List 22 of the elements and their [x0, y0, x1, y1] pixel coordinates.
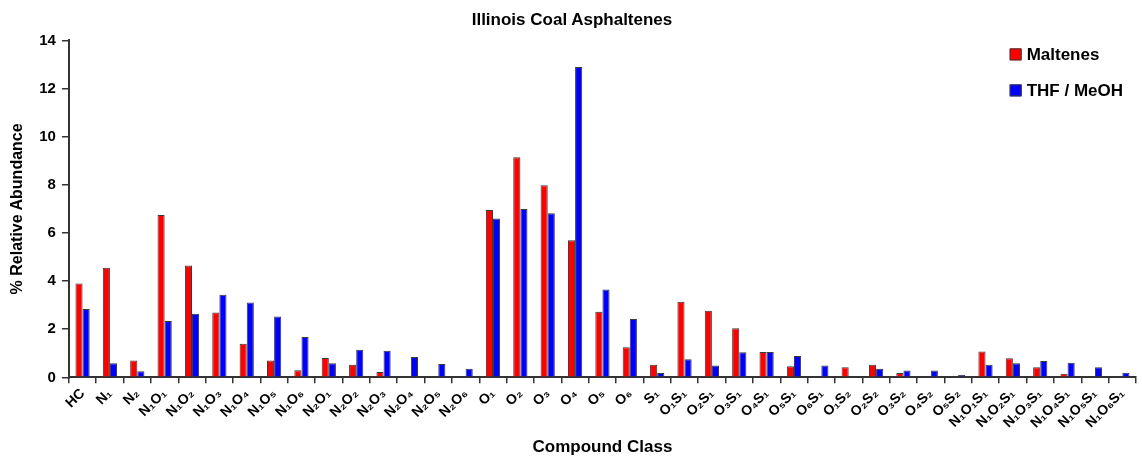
y-tick-label: 12	[39, 78, 56, 96]
x-axis-title: Compound Class	[532, 437, 673, 457]
x-tick-label: O₃	[528, 384, 553, 409]
x-tick-label: O₂	[501, 384, 526, 409]
x-tick-label: O₁	[474, 384, 498, 408]
y-tick-label: 8	[47, 174, 56, 192]
y-tick-label: 10	[39, 126, 56, 144]
legend-label: Maltenes	[1026, 45, 1100, 65]
legend-label: THF / MeOH	[1026, 81, 1124, 101]
x-tick-label: O₄	[556, 384, 580, 409]
y-axis-title: % Relative Abundance	[8, 123, 26, 295]
x-tick-label: N₂	[119, 384, 143, 408]
x-tick-label: N₁	[92, 384, 115, 408]
x-tick-label: O₆	[611, 384, 635, 409]
chart-title: Illinois Coal Asphaltenes	[471, 9, 673, 29]
y-tick-label: 14	[39, 30, 57, 48]
x-tick-label: O₅	[583, 384, 608, 409]
y-tick-label: 0	[47, 367, 56, 385]
y-tick-label: 4	[47, 271, 57, 289]
y-tick-label: 6	[47, 223, 56, 241]
y-tick-label: 2	[47, 319, 56, 337]
x-tick-label: HC	[61, 384, 88, 411]
